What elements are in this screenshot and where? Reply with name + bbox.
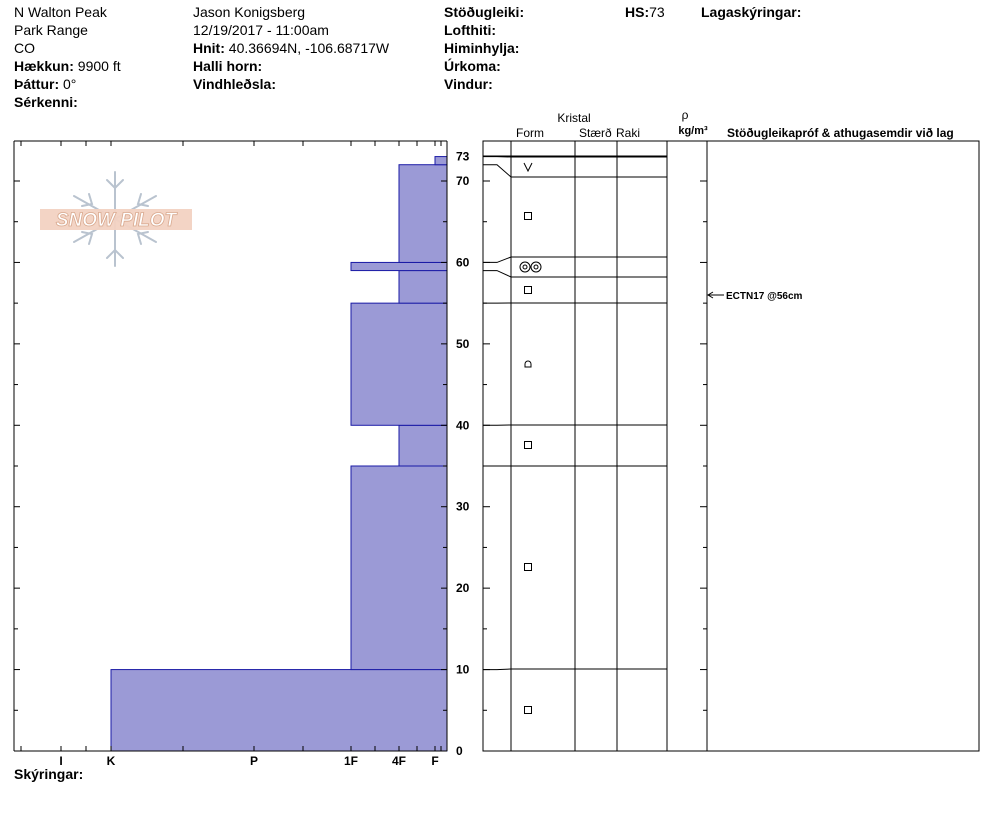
hardness-label: I — [59, 754, 62, 768]
boundary-connector — [483, 668, 512, 671]
snowpilot-logo: SNOW PILOT — [40, 171, 192, 267]
y-tick-label: 40 — [456, 418, 470, 432]
melt-form-icon — [533, 264, 539, 270]
observation-datetime: 12/19/2017 - 11:00am — [193, 22, 329, 38]
faceted-crystal-icon — [524, 212, 532, 220]
stability-label: Stöðugleiki: — [444, 4, 525, 20]
elevation-row: Hækkun: 9900 ft — [14, 57, 121, 75]
hardness-label: K — [107, 754, 116, 768]
hardness-bar-2 — [398, 424, 448, 467]
coords-value: 40.36694N, -106.68717W — [228, 40, 390, 56]
hs-row: HS:73 — [625, 3, 665, 21]
boundary-connector — [483, 256, 512, 263]
y-tick-label: 60 — [456, 255, 470, 269]
faceted-crystal-icon — [524, 563, 532, 571]
sky-label: Himinhylja: — [444, 40, 520, 56]
layer-notes-label: Lagaskýringar: — [701, 4, 802, 20]
hardness-bar-4 — [398, 270, 448, 304]
faceted-crystal-icon — [524, 441, 532, 449]
hardness-bar-5 — [350, 261, 448, 272]
aspect-value: 0° — [63, 76, 77, 92]
air-temp-label: Lofthiti: — [444, 22, 497, 38]
test-annotation: ECTN17 @56cm — [707, 291, 803, 302]
layer-table — [482, 140, 980, 752]
range-name: Park Range — [14, 22, 88, 38]
elevation-label: Hækkun: — [14, 58, 74, 74]
col-size: Stærð — [579, 126, 612, 140]
y-tick-label: 10 — [456, 663, 470, 677]
hardness-bar-6 — [398, 164, 448, 263]
slope-label: Halli horn: — [193, 58, 263, 74]
col-density-unit: kg/m³ — [678, 125, 708, 137]
coords-label: Hnit: — [193, 40, 225, 56]
hardness-bars — [110, 156, 448, 752]
y-tick-label: 50 — [456, 337, 470, 351]
hardness-label: 4F — [392, 754, 406, 768]
table-frame — [482, 140, 980, 752]
location-name: N Walton Peak — [14, 4, 107, 20]
y-tick-label: 0 — [456, 744, 463, 758]
comments-label: Skýringar: — [14, 766, 84, 782]
logo-text: SNOW PILOT — [56, 210, 178, 231]
col-tests: Stöðugleikapróf & athugasemdir við lag — [727, 126, 954, 140]
precip-label: Úrkoma: — [444, 58, 501, 74]
boundary-connector — [483, 270, 512, 278]
hardness-label: F — [431, 754, 438, 768]
state-name: CO — [14, 40, 35, 56]
hs-label: HS: — [625, 4, 650, 20]
col-crystal: Kristal — [557, 111, 590, 125]
faceted-crystal-icon — [524, 286, 532, 294]
melt-form-icon — [522, 264, 528, 270]
y-tick-label: 30 — [456, 500, 470, 514]
melt-form-icon — [530, 261, 542, 273]
surface-hoar-icon — [523, 162, 533, 173]
observer-name: Jason Konigsberg — [193, 4, 306, 20]
hardness-label: 1F — [344, 754, 358, 768]
wind-label: Vindur: — [444, 76, 493, 92]
y-tick-label: 20 — [456, 581, 470, 595]
melt-form-icon — [519, 261, 531, 273]
wind-loading-label: Vindhleðsla: — [193, 76, 276, 92]
col-moisture: Raki — [616, 126, 640, 140]
faceted-crystal-icon — [524, 706, 532, 714]
aspect-label: Þáttur: — [14, 76, 60, 92]
aspect-row: Þáttur: 0° — [14, 75, 76, 93]
col-rho: ρ — [682, 108, 689, 122]
hardness-bar-0 — [110, 669, 448, 752]
hs-value: 73 — [649, 4, 665, 20]
elevation-value: 9900 ft — [77, 58, 121, 74]
y-tick-label: 73 — [456, 150, 470, 164]
hardness-bar-7 — [434, 156, 448, 166]
hardness-axis: 0 10 20 30 40 50 60 70 73 I K P 1F 4F F — [13, 140, 470, 768]
y-tick-label: 70 — [456, 174, 470, 188]
test-note: ECTN17 @56cm — [726, 291, 803, 302]
features-label: Sérkenni: — [14, 94, 78, 110]
coords-row: Hnit: 40.36694N, -106.68717W — [193, 39, 389, 57]
test-arrow-head — [707, 291, 714, 299]
hardness-bar-1 — [350, 465, 448, 671]
col-form: Form — [516, 126, 544, 140]
rounded-faceted-icon — [524, 360, 532, 368]
hardness-label: P — [250, 754, 258, 768]
hardness-bar-3 — [350, 302, 448, 426]
boundary-connector — [483, 164, 512, 178]
